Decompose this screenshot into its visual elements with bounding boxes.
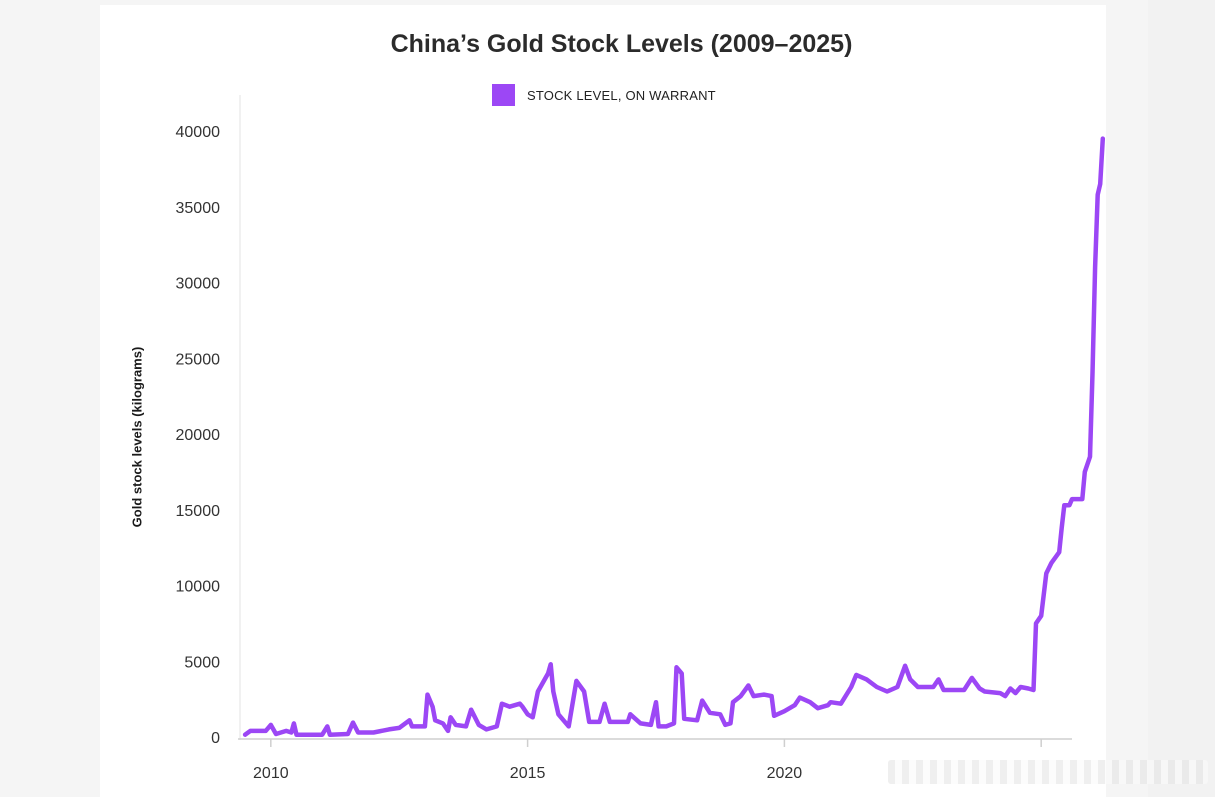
watermark — [888, 760, 1208, 784]
y-tick-label: 25000 — [176, 351, 221, 368]
y-tick-label: 35000 — [176, 200, 221, 217]
chart-series — [242, 136, 1106, 737]
y-tick-label: 10000 — [176, 579, 221, 596]
chart-legend: STOCK LEVEL, ON WARRANT — [492, 84, 716, 106]
legend-swatch — [492, 84, 515, 106]
chart-title: China’s Gold Stock Levels (2009–2025) — [390, 30, 853, 58]
chart-axes — [238, 95, 1072, 740]
y-tick-label: 20000 — [176, 427, 221, 444]
x-tick-label: 2010 — [253, 765, 289, 782]
y-tick-label: 30000 — [176, 276, 221, 293]
chart-ticks: 0 5000 10000 15000 20000 25000 30000 35000 40000… — [176, 124, 1042, 782]
legend-label: STOCK LEVEL, ON WARRANT — [527, 87, 716, 103]
y-tick-label: 15000 — [176, 503, 221, 520]
y-tick-label: 5000 — [184, 654, 220, 671]
series-line — [242, 136, 1106, 737]
x-tick-label: 2020 — [767, 765, 803, 782]
y-tick-label: 0 — [211, 730, 220, 747]
chart-card — [100, 5, 1106, 797]
y-tick-label: 40000 — [176, 124, 221, 141]
page-margin — [1148, 0, 1215, 797]
x-tick-label: 2015 — [510, 765, 546, 782]
